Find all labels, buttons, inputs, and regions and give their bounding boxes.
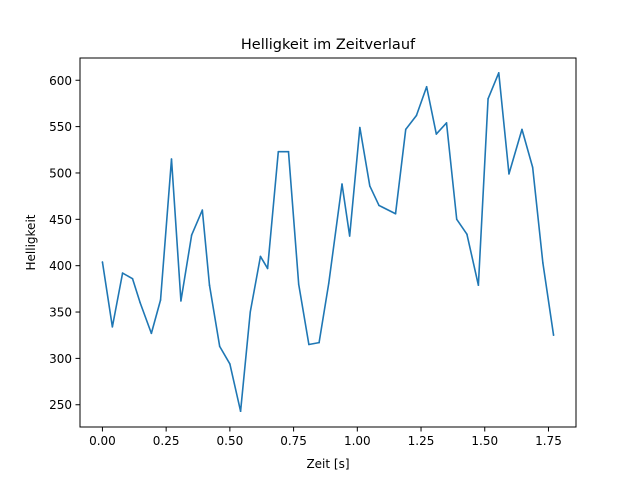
data-point [477,284,480,286]
data-point [201,209,204,211]
data-point [394,212,397,215]
data-point [249,311,252,313]
data-point [508,173,510,175]
y-tick-label: 450 [49,213,72,227]
data-point [159,299,162,301]
x-tick-label: 1.75 [535,434,562,448]
data-point [378,204,380,207]
data-point [308,343,310,346]
x-tick-label: 0.00 [89,434,116,448]
data-point [552,334,555,337]
y-tick-label: 600 [49,74,72,88]
data-point [341,183,343,185]
y-tick-label: 400 [49,259,72,273]
data-point [466,233,468,235]
data-point [139,301,141,304]
data-point [287,150,290,153]
x-tick-label: 1.00 [344,434,371,448]
data-point [218,345,221,348]
data-point [266,267,269,270]
x-tick-label: 0.50 [217,434,244,448]
data-point [455,218,458,221]
data-point [404,128,407,131]
x-axis-label: Zeit [s] [306,457,349,471]
x-tick-label: 0.25 [153,434,180,448]
y-axis-label: Helligkeit [24,214,38,270]
data-point [369,185,371,187]
data-point [131,277,134,280]
data-point [521,128,523,131]
y-tick-label: 250 [49,398,72,412]
data-point [190,234,193,236]
chart-title: Helligkeit im Zeitverlauf [241,37,416,53]
data-point [297,283,300,286]
data-point [531,166,534,169]
data-point [239,410,242,413]
y-tick-label: 500 [49,166,72,180]
data-point [111,326,114,328]
data-point [121,272,124,274]
data-point [497,72,500,74]
data-point [229,363,231,365]
data-point [359,126,361,129]
data-point [348,235,351,237]
data-point [327,282,330,285]
plot-area-frame [79,57,577,428]
y-tick-label: 350 [49,306,72,320]
data-point [150,332,153,335]
data-point [445,122,448,124]
data-point [425,85,428,88]
data-point [180,300,182,302]
data-point [415,114,418,117]
x-tick-label: 1.25 [408,434,435,448]
data-point [318,341,320,344]
data-point [277,150,280,153]
y-tick-label: 300 [49,352,72,366]
x-tick-label: 1.50 [471,434,498,448]
data-point [435,133,438,135]
data-point [208,284,211,286]
x-tick-label: 0.75 [280,434,307,448]
y-tick-label: 550 [49,120,72,134]
data-point [487,97,489,100]
data-point [542,262,544,264]
data-point [170,158,173,160]
data-point [259,255,262,258]
data-point [101,261,104,263]
